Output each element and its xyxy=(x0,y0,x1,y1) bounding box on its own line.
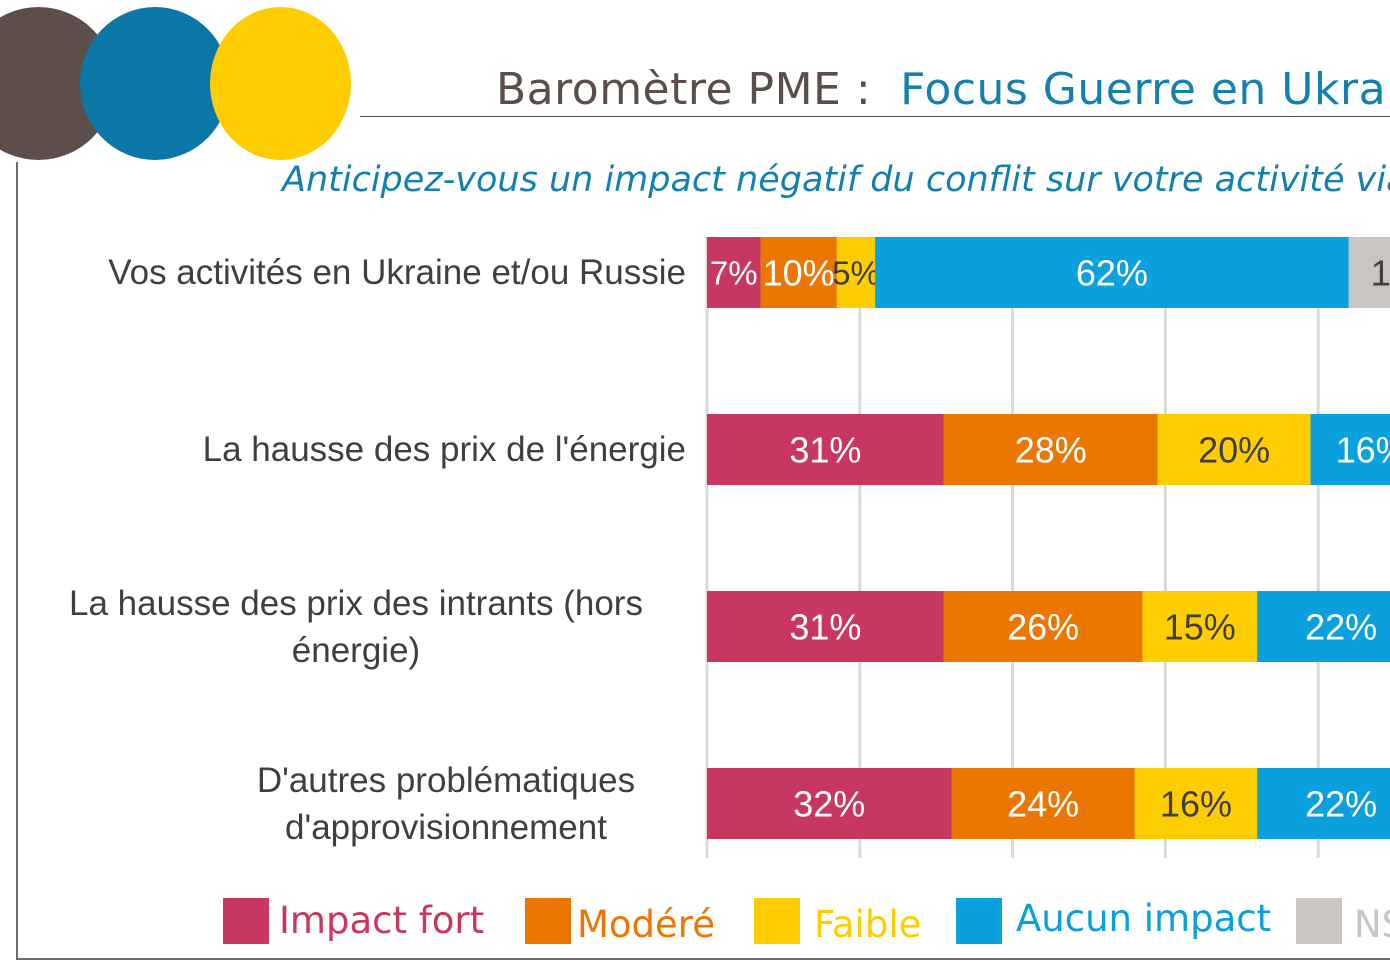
teal-circle-logo xyxy=(80,7,230,160)
bar-segment-0-1 xyxy=(760,237,837,308)
title-part2: Focus Guerre en Ukrai xyxy=(900,64,1390,115)
bar-label-2-2: 15% xyxy=(1164,606,1236,647)
bar-label-3-1: 24% xyxy=(1007,783,1079,824)
bar-segment-0-3 xyxy=(875,237,1349,308)
bar-segment-2-2 xyxy=(1142,591,1258,662)
bar-label-0-2: 5% xyxy=(832,254,880,291)
bar-label-2-0: 31% xyxy=(789,606,861,647)
bar-label-0-1: 10% xyxy=(763,252,835,293)
legend-swatch-faible xyxy=(754,898,800,944)
bar-label-2-1: 26% xyxy=(1007,606,1079,647)
bar-label-1-2: 20% xyxy=(1198,429,1270,470)
bar-label-3-0: 32% xyxy=(793,783,865,824)
legend-swatch-aucun-impact xyxy=(956,898,1002,944)
bar-segment-1-0 xyxy=(707,414,944,485)
bar-label-1-1: 28% xyxy=(1015,429,1087,470)
category-label-intrants: La hausse des prix des intrants (hors én… xyxy=(69,584,643,670)
legend-swatch-modere xyxy=(525,898,571,944)
bar-segment-2-1 xyxy=(943,591,1143,662)
bar-segment-3-0 xyxy=(707,768,952,839)
legend-ns: NS xyxy=(1296,898,1390,946)
legend-label-ns: NS xyxy=(1354,903,1390,946)
frame-left-border xyxy=(16,162,18,959)
bar-segment-0-0 xyxy=(707,237,761,308)
bar-label-2-3: 22% xyxy=(1305,606,1377,647)
yellow-circle-logo xyxy=(210,7,351,160)
chart-question: Anticipez-vous un impact négatif du conf… xyxy=(282,160,1390,200)
bar-label-3-2: 16% xyxy=(1160,783,1232,824)
bar-segment-3-3 xyxy=(1257,768,1390,839)
title-underline xyxy=(360,116,1390,117)
bar-label-1-3: 16% xyxy=(1336,429,1390,470)
bar-segment-1-1 xyxy=(943,414,1158,485)
legend-swatch-ns xyxy=(1296,898,1342,944)
bar-segment-2-3 xyxy=(1257,591,1390,662)
legend-swatch-impact-fort xyxy=(223,898,269,944)
bar-segment-2-0 xyxy=(707,591,944,662)
bar-label-0-3: 62% xyxy=(1076,252,1148,293)
category-label-energie: La hausse des prix de l'énergie xyxy=(202,430,686,469)
page-title: Baromètre PME : Focus Guerre en Ukrai xyxy=(496,64,1390,115)
legend-label-aucun-impact: Aucun impact xyxy=(1016,897,1272,940)
bar-segment-0-4 xyxy=(1348,237,1390,308)
bar-label-0-4: 1 xyxy=(1371,252,1390,293)
legend-label-modere: Modéré xyxy=(577,903,715,946)
bar-segment-1-3 xyxy=(1310,414,1390,485)
bar-label-0-0: 7% xyxy=(710,254,758,291)
frame-bottom-border xyxy=(16,958,1390,960)
bar-segment-3-1 xyxy=(951,768,1135,839)
bar-segment-1-2 xyxy=(1157,414,1311,485)
category-label-approvisionnement: D'autres problématiques d'approvisionnem… xyxy=(256,761,636,847)
bar-label-3-3: 22% xyxy=(1305,783,1377,824)
category-label-ukraine-russie: Vos activités en Ukraine et/ou Russie xyxy=(108,253,686,292)
bar-segment-3-2 xyxy=(1134,768,1258,839)
legend-label-impact-fort: Impact fort xyxy=(279,899,485,942)
legend-label-faible: Faible xyxy=(814,903,922,946)
bar-label-1-0: 31% xyxy=(789,429,861,470)
bar-segment-0-2 xyxy=(836,237,876,308)
title-part1: Baromètre PME : xyxy=(496,64,872,115)
